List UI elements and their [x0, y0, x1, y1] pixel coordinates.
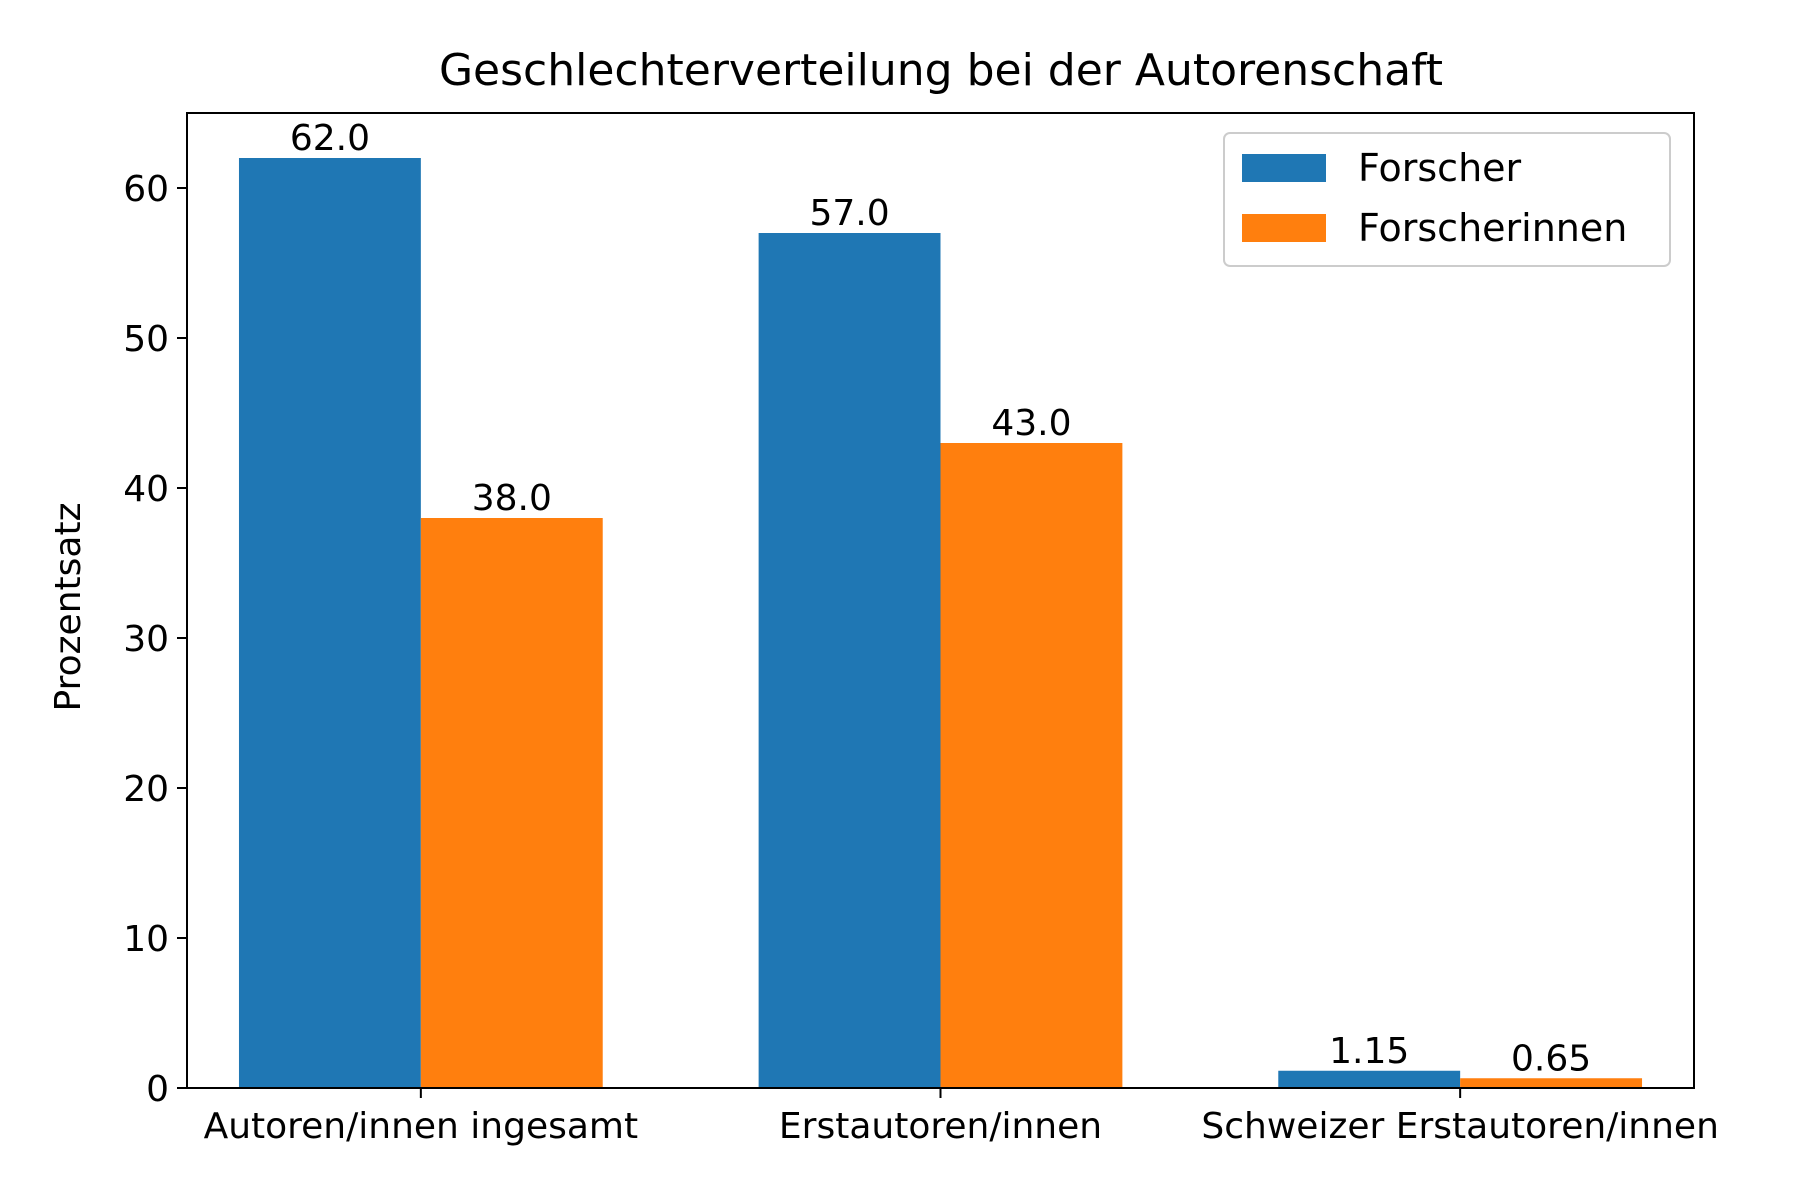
y-axis-label: Prozentsatz	[48, 503, 89, 712]
bar-forscher-0	[238, 158, 421, 1088]
value-label-forscher-0: 62.0	[290, 118, 370, 159]
x-tick-label: Erstautoren/innen	[779, 1106, 1102, 1147]
plot-frame	[186, 112, 1695, 1089]
value-label-forscher-2: 1.15	[1329, 1031, 1409, 1072]
value-labels-layer: 62.0 57.0 1.15 38.0 43.0 0.65	[290, 118, 1591, 1079]
y-axis: 0 10 20 30 40 50 60	[123, 169, 187, 1110]
y-tick-label: 60	[123, 169, 169, 210]
value-label-forscherinnen-1: 43.0	[991, 403, 1071, 444]
legend-swatch-forscher	[1242, 154, 1326, 182]
value-label-forscher-1: 57.0	[809, 193, 889, 234]
y-tick-label: 10	[123, 919, 169, 960]
y-tick-label: 0	[146, 1069, 169, 1110]
y-tick-label: 20	[123, 769, 169, 810]
bar-forscher-2	[1278, 1070, 1461, 1088]
y-tick-label: 50	[123, 319, 169, 360]
legend-label-forscherinnen: Forscherinnen	[1358, 206, 1627, 250]
y-tick-label: 30	[123, 619, 169, 660]
legend: Forscher Forscherinnen	[1223, 132, 1671, 267]
chart-title: Geschlechterverteilung bei der Autorensc…	[439, 45, 1443, 96]
value-label-forscherinnen-2: 0.65	[1511, 1038, 1591, 1079]
bar-forscherinnen-1	[940, 443, 1123, 1088]
value-label-forscherinnen-0: 38.0	[472, 478, 552, 519]
legend-swatch-forscherinnen	[1242, 214, 1326, 242]
bar-forscherinnen-2	[1460, 1078, 1643, 1088]
x-axis: Autoren/innen ingesamt Erstautoren/innen S…	[204, 1088, 1719, 1147]
bar-forscher-1	[758, 233, 941, 1088]
x-tick-label: Schweizer Erstautoren/innen	[1201, 1106, 1718, 1147]
bars-layer	[238, 158, 1643, 1088]
legend-label-forscher: Forscher	[1358, 146, 1522, 190]
legend-box	[1223, 132, 1671, 267]
bar-forscherinnen-0	[420, 518, 603, 1088]
y-tick-label: 40	[123, 469, 169, 510]
x-tick-label: Autoren/innen ingesamt	[204, 1106, 639, 1147]
